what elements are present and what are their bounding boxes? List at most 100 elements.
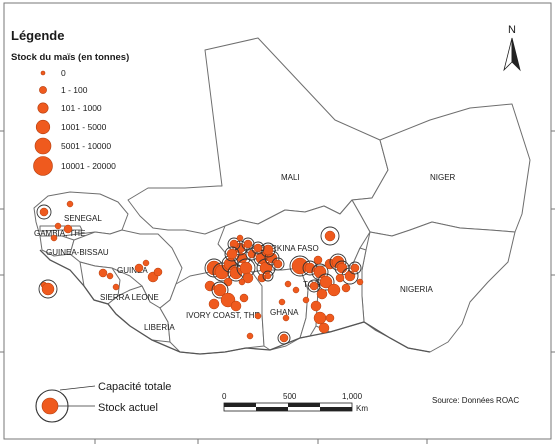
legend-capacity-leader <box>59 385 96 391</box>
scale-seg-4 <box>320 407 352 411</box>
capacity-ring <box>277 331 291 345</box>
label-gambia: GAMBIA, THE <box>34 229 85 238</box>
scale-seg-1 <box>224 403 256 407</box>
stock-dot <box>254 312 262 320</box>
stock-dot <box>134 263 144 273</box>
stock-dot <box>310 300 322 312</box>
stock-dot <box>316 288 328 300</box>
stock-dot <box>236 234 244 242</box>
legend: Légende Stock du maïs (en tonnes) 0 1 - … <box>11 28 171 423</box>
label-sierra-leone: SIERRA LEONE <box>100 293 159 302</box>
stock-dot <box>278 298 286 306</box>
legend-symbol-2 <box>37 102 49 114</box>
stock-dot <box>142 259 150 267</box>
stock-dot <box>238 278 246 286</box>
legend-stock-dot <box>41 397 59 415</box>
label-ivory-coast: IVORY COAST, THE <box>186 311 260 320</box>
stock-dot <box>341 283 351 293</box>
stock-dot <box>356 278 364 286</box>
stock-dot <box>279 333 289 343</box>
stock-dot <box>313 311 327 325</box>
stock-dot <box>273 259 283 269</box>
stock-dot <box>292 286 300 294</box>
stock-dot <box>336 262 348 274</box>
stock-dot <box>229 266 243 280</box>
stock-dot <box>344 270 356 282</box>
stock-dot <box>259 261 273 275</box>
scale-bar: 0 500 1,000 Km <box>222 392 368 413</box>
stock-dot <box>325 313 335 323</box>
stock-dot <box>239 261 253 275</box>
legend-symbol-4 <box>34 137 52 155</box>
capacity-ring <box>211 281 229 299</box>
stock-dot <box>257 273 267 283</box>
label-nigeria: NIGERIA <box>400 285 434 294</box>
stock-dot <box>242 272 254 284</box>
label-niger: NIGER <box>430 173 456 182</box>
capacity-ring <box>36 204 52 220</box>
capacity-ring <box>311 263 329 281</box>
stock-dot <box>318 322 330 334</box>
country-borders <box>33 37 531 355</box>
stock-dot <box>262 244 274 256</box>
capacity-ring <box>320 226 340 246</box>
stock-dot <box>313 255 323 265</box>
capacity-ring <box>271 257 285 271</box>
stock-dot <box>284 280 292 288</box>
capacity-ring <box>262 270 274 282</box>
stock-dot <box>264 272 272 280</box>
legend-class-2: 101 - 1000 <box>61 103 102 113</box>
legend-class-5: 10001 - 20000 <box>61 161 116 171</box>
label-ghana: GHANA <box>270 308 299 317</box>
stock-dot <box>246 332 254 340</box>
stock-dot <box>239 293 249 303</box>
label-burkina: BURKINA FASO <box>260 244 319 253</box>
label-senegal: SENEGAL <box>64 214 102 223</box>
stock-dot <box>350 263 360 273</box>
stock-dot <box>54 222 62 230</box>
stock-dot <box>153 267 163 277</box>
stock-dot <box>243 239 253 249</box>
stock-dot <box>230 300 242 312</box>
stock-dot <box>327 283 341 297</box>
north-arrow-right <box>511 37 521 72</box>
north-label: N <box>508 24 516 36</box>
source-note: Source: Données ROAC <box>432 396 519 405</box>
scale-seg-2 <box>256 407 288 411</box>
stock-dot <box>106 272 114 280</box>
capacity-ring <box>348 261 362 275</box>
stock-dot <box>335 273 345 283</box>
scale-tick-0: 0 <box>222 392 227 401</box>
stock-dot <box>98 268 108 278</box>
legend-symbol-0 <box>40 70 46 76</box>
stock-dot <box>253 243 263 253</box>
stock-dot <box>50 234 58 242</box>
scale-seg-3 <box>288 403 320 407</box>
label-guinea: GUINEA <box>117 266 148 275</box>
stock-dot <box>66 200 74 208</box>
legend-class-0: 0 <box>61 68 66 78</box>
coastline <box>39 249 431 355</box>
stock-dot <box>208 298 220 310</box>
legend-symbol-3 <box>35 119 51 135</box>
stock-dot <box>302 296 310 304</box>
stock-dot <box>39 207 49 217</box>
stock-dot <box>112 283 120 291</box>
stock-dot <box>282 314 290 322</box>
scale-tick-1000: 1,000 <box>342 392 363 401</box>
stock-dot <box>63 224 73 234</box>
legend-title: Légende <box>11 28 64 43</box>
stock-dot <box>319 275 333 289</box>
legend-symbol-1 <box>39 86 47 94</box>
scale-unit: Km <box>356 404 368 413</box>
legend-stock-label: Stock actuel <box>98 402 158 414</box>
label-liberia: LIBERIA <box>144 323 175 332</box>
stock-dot <box>324 230 336 242</box>
stock-markers <box>36 200 364 345</box>
legend-subtitle: Stock du maïs (en tonnes) <box>11 52 129 63</box>
stock-dot <box>229 239 239 249</box>
capacity-ring <box>224 246 240 262</box>
frame-ticks <box>0 130 555 444</box>
label-guinea-bissau: GUINEA-BISSAU <box>46 248 109 257</box>
